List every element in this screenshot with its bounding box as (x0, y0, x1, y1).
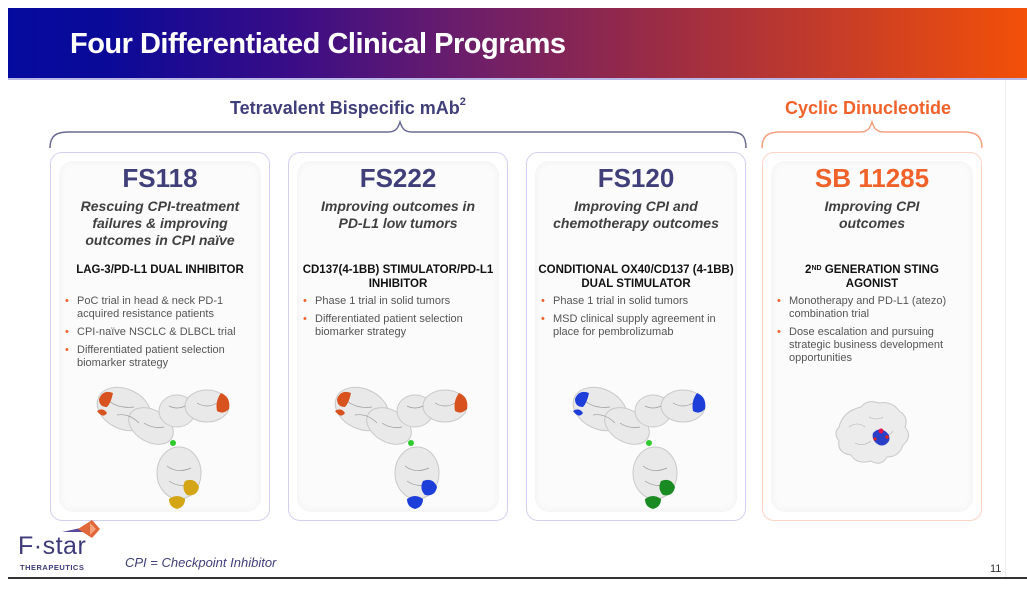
bullet-list: • PoC trial in head & neck PD-1 acquired … (65, 295, 263, 375)
card-inner (297, 161, 499, 512)
antibody-structure-image (96, 386, 230, 509)
bullet-dot-icon: • (777, 295, 781, 307)
footnote: CPI = Checkpoint Inhibitor (125, 555, 277, 570)
card-inner (535, 161, 737, 512)
program-mechanism: CD137(4-1BB) STIMULATOR/PD-L1 INHIBITOR (302, 264, 494, 290)
program-name: FS118 (122, 163, 198, 193)
fstar-star-logo-icon (62, 520, 100, 538)
bullet-dot-icon: • (777, 326, 781, 338)
bullet-dot-icon: • (303, 313, 307, 325)
sting-protein-structure-image (835, 401, 909, 464)
bullet-list: • Monotherapy and PD-L1 (atezo) combinati… (777, 295, 975, 370)
program-subtitle: Improving CPI and chemotherapy outcomes (553, 198, 719, 231)
bullet-text: Monotherapy and PD-L1 (atezo) combinatio… (789, 295, 947, 320)
bullet-dot-icon: • (303, 295, 307, 307)
bullet-list: • Phase 1 trial in solid tumors • MSD clin… (541, 295, 739, 344)
group-label-cyclic: Cyclic Dinucleotide (785, 98, 952, 118)
bullet-text: Phase 1 trial in solid tumors (553, 295, 689, 307)
bottom-rule (8, 577, 1027, 579)
brace-cyclic (761, 120, 983, 149)
program-subtitle: Rescuing CPI-treatment failures & improv… (80, 198, 240, 248)
bullet-text: Differentiated patient selection biomark… (315, 313, 463, 338)
program-mechanism: 2ND GENERATION STING AGONIST (787, 263, 957, 291)
bullet-item: • CPI-naïve NSCLC & DLBCL trial (65, 326, 263, 339)
bullet-item: • PoC trial in head & neck PD-1 acquired … (65, 295, 263, 321)
bullet-dot-icon: • (541, 295, 545, 307)
program-subtitle: Improving CPI outcomes (824, 198, 920, 231)
mechanism-ordinal: 2 (805, 264, 812, 276)
title-underline (8, 78, 1027, 80)
bullet-item: • Differentiated patient selection biomar… (65, 344, 263, 370)
bullet-item: • Differentiated patient selection biomar… (303, 313, 501, 339)
antibody-structure-image (334, 386, 468, 509)
mechanism-text: GENERATION STING AGONIST (821, 264, 939, 290)
bullet-item: • Phase 1 trial in solid tumors (541, 295, 739, 308)
program-card-fs222: FS222 Improving outcomes in PD-L1 low tu… (288, 152, 508, 521)
title-bar: Four Differentiated Clinical Programs (8, 8, 1027, 78)
card-inner (59, 161, 261, 512)
program-name: SB 11285 (814, 163, 930, 193)
program-name: FS222 (359, 163, 437, 193)
page-number: 11 (990, 563, 1002, 575)
brace-bispecific (49, 120, 747, 149)
program-card-sb11285: SB 11285 Improving CPI outcomes 2ND GENE… (762, 152, 982, 521)
group-label-text: Tetravalent Bispecific mAb (230, 98, 460, 118)
bullet-item: • Phase 1 trial in solid tumors (303, 295, 501, 308)
bullet-dot-icon: • (65, 326, 69, 338)
antibody-structure-image (572, 386, 706, 509)
bullet-text: MSD clinical supply agreement in place f… (553, 313, 716, 338)
bullet-item: • Monotherapy and PD-L1 (atezo) combinati… (777, 295, 975, 321)
bullet-text: Phase 1 trial in solid tumors (315, 295, 451, 307)
program-subtitle: Improving outcomes in PD-L1 low tumors (320, 198, 475, 231)
mechanism-ordinal-suffix: ND (811, 265, 822, 272)
program-name: FS120 (597, 163, 675, 193)
bullet-text: Differentiated patient selection biomark… (77, 344, 225, 369)
bullet-item: • MSD clinical supply agreement in place … (541, 313, 739, 339)
bullet-text: Dose escalation and pursuing strategic b… (789, 326, 944, 364)
program-card-fs120: FS120 Improving CPI and chemotherapy out… (526, 152, 746, 521)
bullet-dot-icon: • (65, 295, 69, 307)
bullet-text: PoC trial in head & neck PD-1 acquired r… (77, 295, 224, 320)
company-logo-tagline: THERAPEUTICS (20, 563, 85, 572)
slide-title: Four Differentiated Clinical Programs (70, 28, 566, 60)
company-logo-text: F·star (18, 532, 87, 560)
program-mechanism: CONDITIONAL OX40/CD137 (4-1BB) DUAL STIM… (538, 264, 734, 290)
bullet-dot-icon: • (65, 344, 69, 356)
group-label-bispecific: Tetravalent Bispecific mAb2 (230, 96, 466, 119)
program-mechanism: LAG-3/PD-L1 DUAL INHIBITOR (76, 264, 244, 276)
slide-edge (1005, 80, 1006, 580)
footnote-superscript: 2 (459, 96, 466, 108)
program-card-fs118: FS118 Rescuing CPI-treatment failures & … (50, 152, 270, 521)
bullet-dot-icon: • (541, 313, 545, 325)
bullet-text: CPI-naïve NSCLC & DLBCL trial (77, 326, 236, 338)
bullet-item: • Dose escalation and pursuing strategic … (777, 326, 975, 365)
bullet-list: • Phase 1 trial in solid tumors • Differen… (303, 295, 501, 344)
